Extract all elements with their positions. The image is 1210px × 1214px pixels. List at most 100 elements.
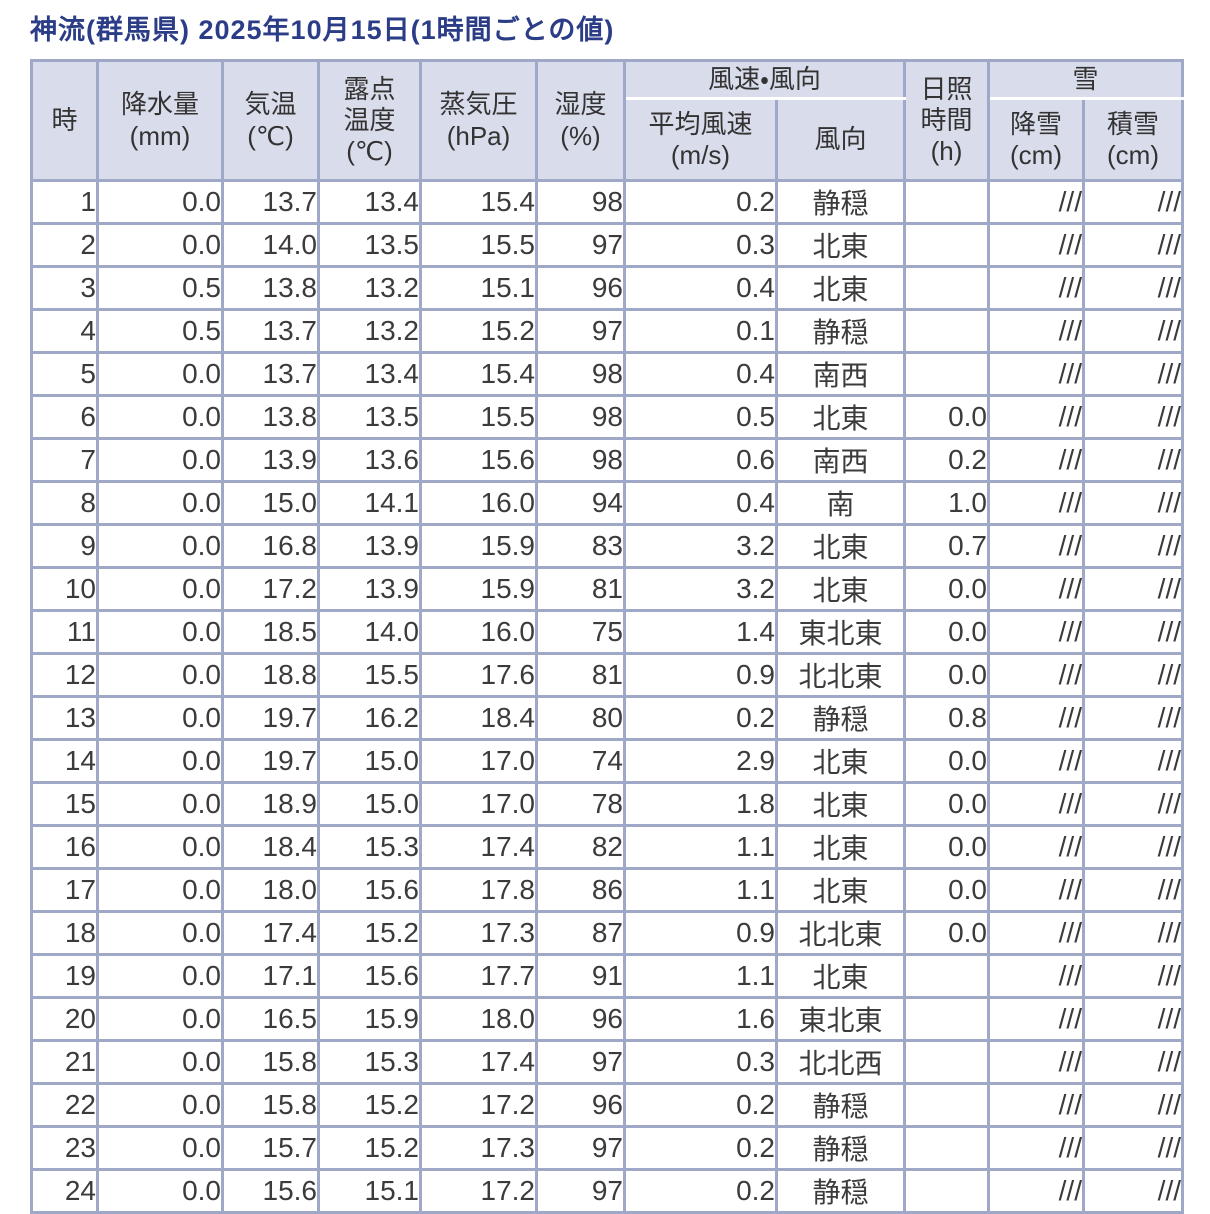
cell-temperature: 16.5 (221, 996, 320, 1043)
cell-dew-point: 15.2 (317, 1125, 422, 1172)
cell-snowfall: /// (987, 1082, 1085, 1129)
cell-vapor-pressure: 17.4 (419, 1039, 538, 1086)
table-row: 3 0.5 13.8 13.2 15.1 96 0.4 北東 ////// (30, 265, 1185, 312)
cell-temperature: 18.0 (221, 867, 320, 914)
cell-vapor-pressure: 15.4 (419, 179, 538, 226)
cell-humidity: 91 (535, 953, 626, 1000)
cell-snow-depth: /// (1081, 523, 1185, 570)
cell-temperature: 19.7 (221, 695, 320, 742)
cell-sunshine (903, 222, 990, 269)
cell-sunshine (903, 1082, 990, 1129)
cell-wind-speed: 0.6 (623, 437, 778, 484)
cell-temperature: 19.7 (221, 738, 320, 785)
table-row: 22 0.0 15.8 15.2 17.2 96 0.2 静穏 ////// (30, 1082, 1185, 1129)
cell-humidity: 74 (535, 738, 626, 785)
cell-snowfall: /// (987, 781, 1085, 828)
header-group-wind: 風速・風向 (623, 58, 906, 101)
cell-vapor-pressure: 15.9 (419, 523, 538, 570)
cell-snowfall: /// (987, 996, 1085, 1043)
cell-temperature: 17.2 (221, 566, 320, 613)
table-row: 23 0.0 15.7 15.2 17.3 97 0.2 静穏 ////// (30, 1125, 1185, 1172)
cell-hour: 7 (30, 437, 99, 484)
cell-dew-point: 15.3 (317, 824, 422, 871)
cell-vapor-pressure: 17.0 (419, 738, 538, 785)
cell-temperature: 15.8 (221, 1082, 320, 1129)
cell-precipitation: 0.0 (96, 996, 224, 1043)
cell-snow-depth: /// (1081, 824, 1185, 871)
cell-vapor-pressure: 18.0 (419, 996, 538, 1043)
cell-snow-depth: /// (1081, 1168, 1185, 1214)
cell-dew-point: 13.2 (317, 308, 422, 355)
cell-snow-depth: /// (1081, 480, 1185, 527)
cell-snowfall: /// (987, 695, 1085, 742)
cell-wind-direction: 北東 (775, 394, 906, 441)
cell-temperature: 13.7 (221, 179, 320, 226)
cell-sunshine (903, 953, 990, 1000)
cell-hour: 12 (30, 652, 99, 699)
cell-dew-point: 15.2 (317, 910, 422, 957)
cell-wind-direction: 北東 (775, 566, 906, 613)
cell-temperature: 15.0 (221, 480, 320, 527)
cell-wind-speed: 1.1 (623, 824, 778, 871)
table-row: 6 0.0 13.8 13.5 15.5 98 0.5 北東 0.0////// (30, 394, 1185, 441)
header-humidity: 湿度 (%) (535, 58, 626, 183)
table-row: 13 0.0 19.7 16.2 18.4 80 0.2 静穏 0.8////// (30, 695, 1185, 742)
cell-precipitation: 0.0 (96, 566, 224, 613)
cell-snow-depth: /// (1081, 1125, 1185, 1172)
hourly-weather-table: 時 降水量 (mm) 気温 (℃) 露点 温度 (℃) 蒸気圧 (hPa) 湿度… (30, 58, 1185, 1214)
cell-snowfall: /// (987, 824, 1085, 871)
cell-sunshine (903, 1039, 990, 1086)
cell-wind-speed: 1.6 (623, 996, 778, 1043)
cell-dew-point: 13.9 (317, 566, 422, 613)
cell-temperature: 18.5 (221, 609, 320, 656)
table-row: 7 0.0 13.9 13.6 15.6 98 0.6 南西 0.2////// (30, 437, 1185, 484)
cell-hour: 13 (30, 695, 99, 742)
table-row: 9 0.0 16.8 13.9 15.9 83 3.2 北東 0.7////// (30, 523, 1185, 570)
cell-wind-direction: 静穏 (775, 1168, 906, 1214)
cell-snowfall: /// (987, 179, 1085, 226)
cell-temperature: 16.8 (221, 523, 320, 570)
cell-humidity: 86 (535, 867, 626, 914)
cell-wind-speed: 0.4 (623, 480, 778, 527)
cell-wind-speed: 0.5 (623, 394, 778, 441)
cell-hour: 16 (30, 824, 99, 871)
cell-dew-point: 15.6 (317, 953, 422, 1000)
cell-wind-speed: 0.9 (623, 652, 778, 699)
cell-snowfall: /// (987, 308, 1085, 355)
cell-wind-direction: 静穏 (775, 1125, 906, 1172)
cell-vapor-pressure: 15.9 (419, 566, 538, 613)
table-row: 19 0.0 17.1 15.6 17.7 91 1.1 北東 ////// (30, 953, 1185, 1000)
cell-snow-depth: /// (1081, 394, 1185, 441)
cell-vapor-pressure: 15.4 (419, 351, 538, 398)
cell-temperature: 13.8 (221, 394, 320, 441)
cell-temperature: 13.8 (221, 265, 320, 312)
cell-temperature: 17.4 (221, 910, 320, 957)
cell-hour: 6 (30, 394, 99, 441)
cell-sunshine: 0.0 (903, 781, 990, 828)
cell-vapor-pressure: 17.3 (419, 910, 538, 957)
cell-sunshine: 0.8 (903, 695, 990, 742)
cell-snowfall: /// (987, 738, 1085, 785)
table-body: 1 0.0 13.7 13.4 15.4 98 0.2 静穏//////2 0.0 14.0 13.… (30, 179, 1185, 1214)
cell-wind-direction: 北東 (775, 738, 906, 785)
cell-dew-point: 15.0 (317, 781, 422, 828)
cell-wind-direction: 南 (775, 480, 906, 527)
table-row: 8 0.0 15.0 14.1 16.0 94 0.4 南 1.0////// (30, 480, 1185, 527)
cell-wind-speed: 0.2 (623, 1125, 778, 1172)
cell-vapor-pressure: 15.5 (419, 222, 538, 269)
cell-humidity: 94 (535, 480, 626, 527)
cell-precipitation: 0.0 (96, 953, 224, 1000)
cell-vapor-pressure: 15.2 (419, 308, 538, 355)
cell-hour: 10 (30, 566, 99, 613)
cell-sunshine: 0.0 (903, 652, 990, 699)
cell-precipitation: 0.0 (96, 1168, 224, 1214)
cell-snowfall: /// (987, 867, 1085, 914)
cell-precipitation: 0.0 (96, 480, 224, 527)
header-row-sub: 平均風速 (m/s) 風向 降雪 (cm) 積雪 (cm) (32, 97, 1185, 183)
cell-hour: 17 (30, 867, 99, 914)
cell-wind-speed: 0.2 (623, 1168, 778, 1214)
header-snowfall: 降雪 (cm) (987, 97, 1085, 183)
cell-sunshine (903, 179, 990, 226)
cell-hour: 21 (30, 1039, 99, 1086)
